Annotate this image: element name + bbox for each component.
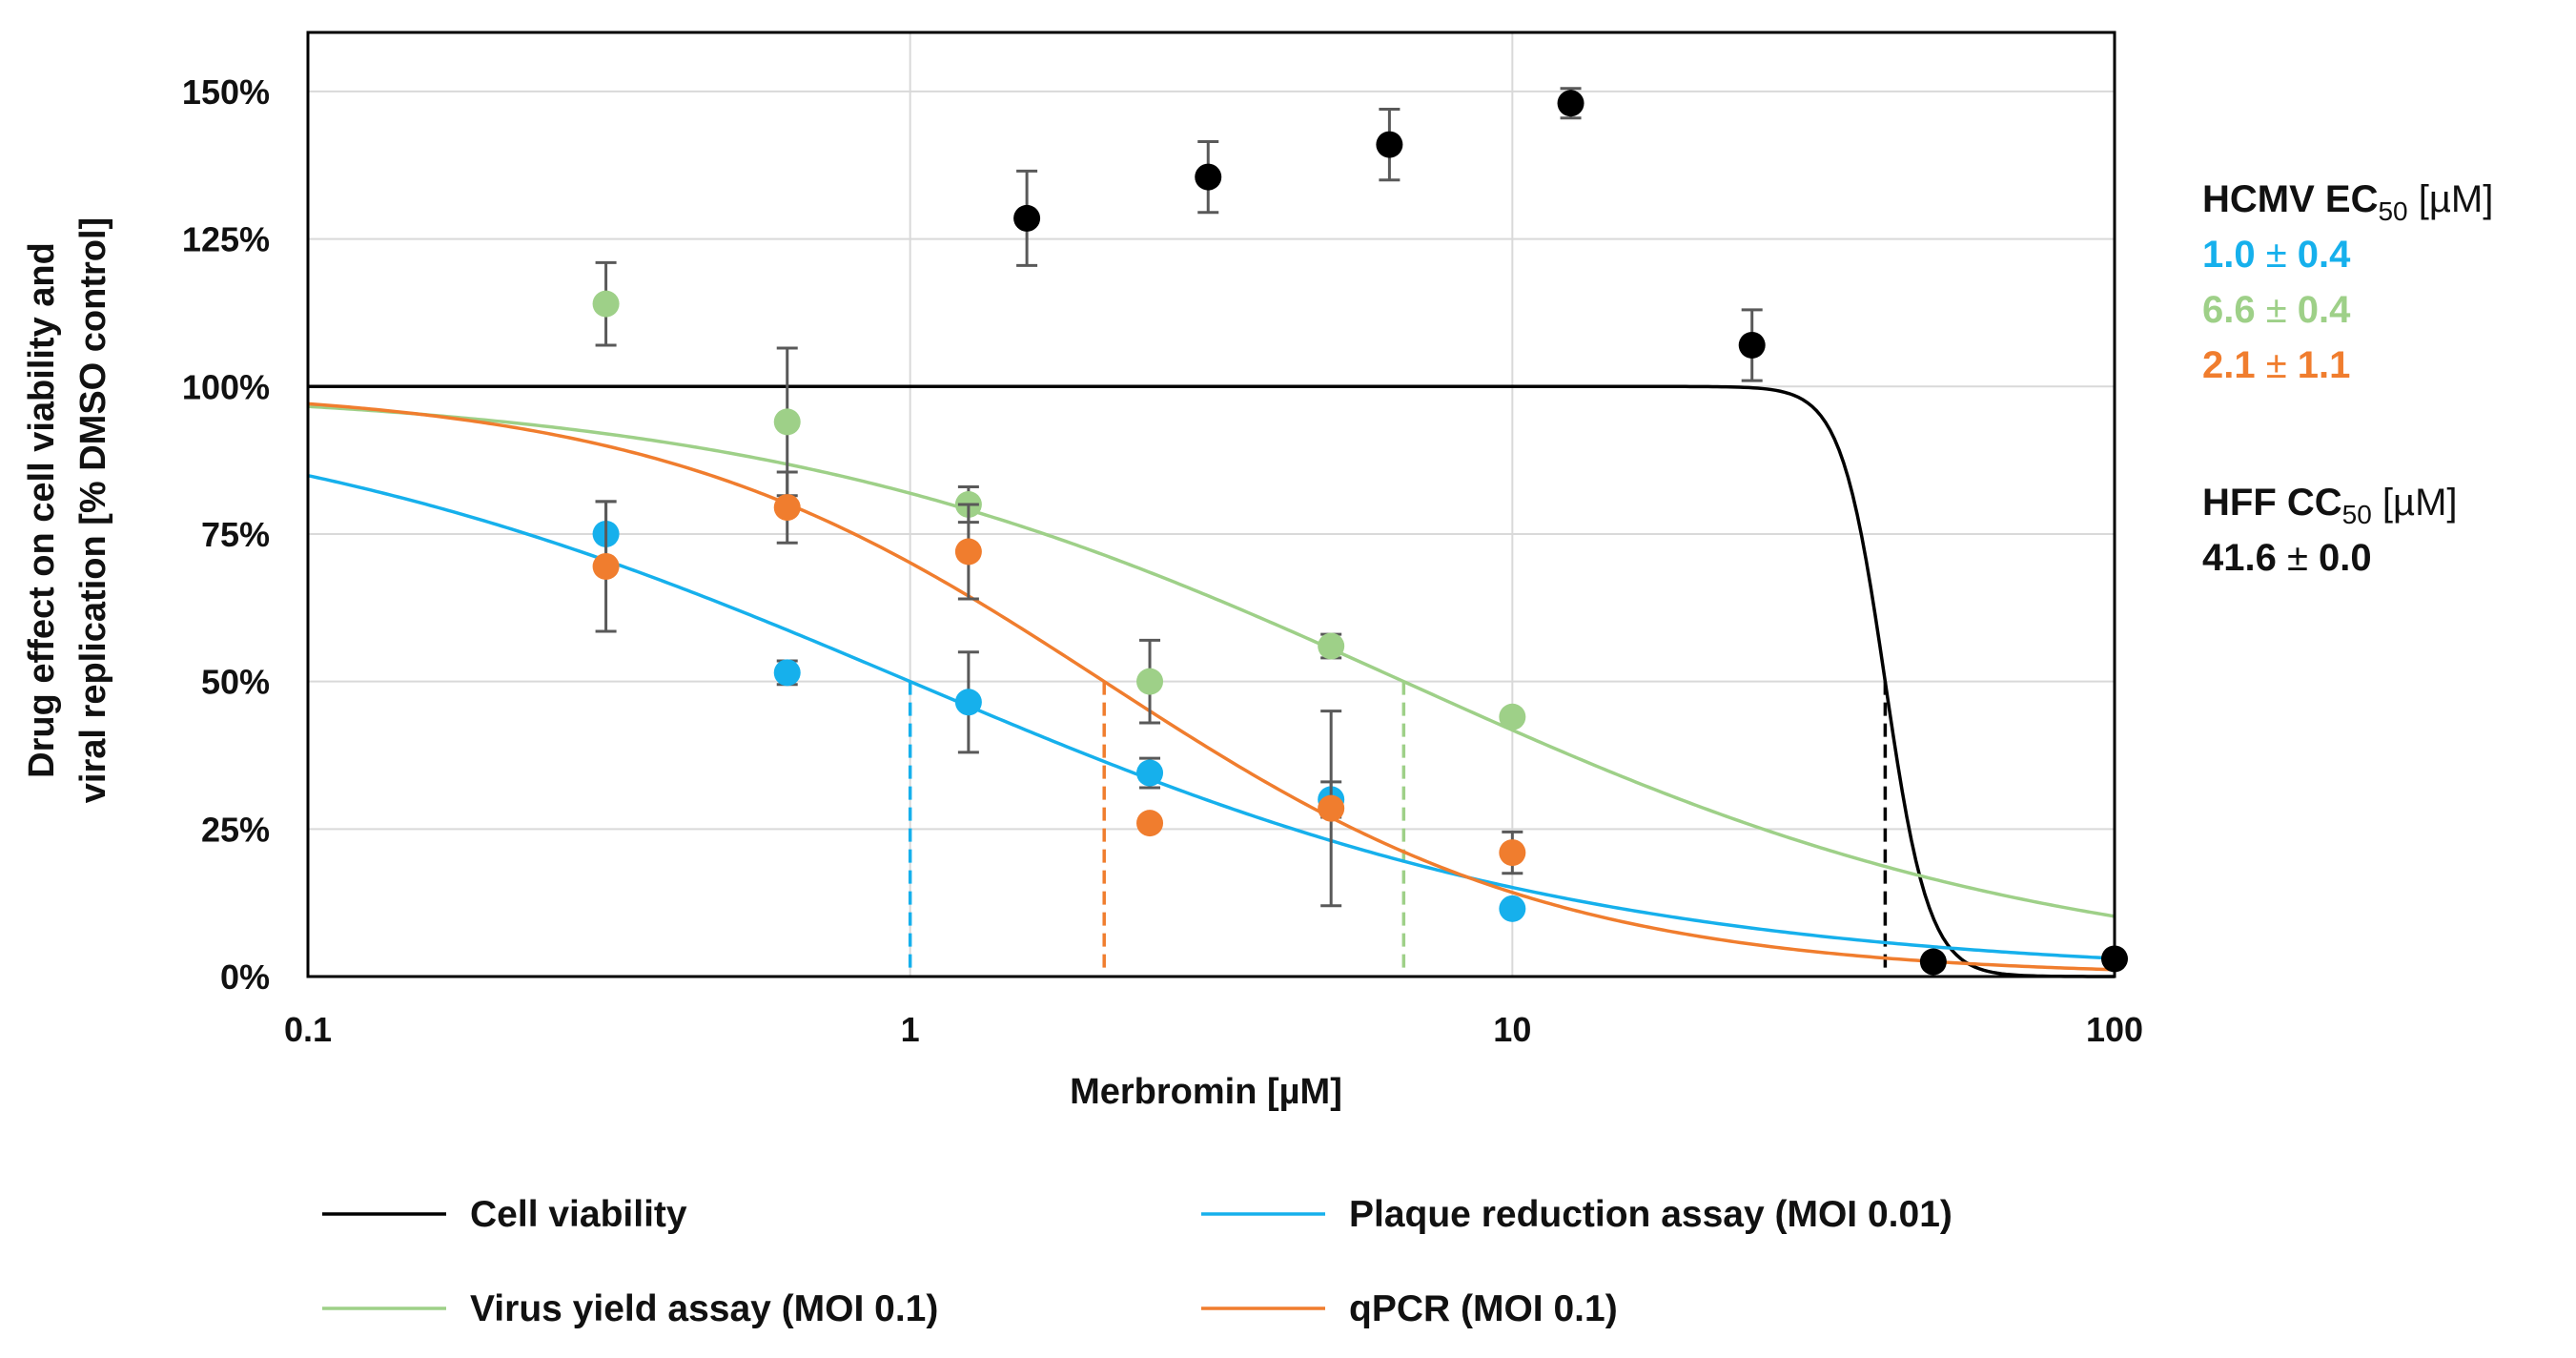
data-point	[1499, 703, 1526, 730]
ec50-value: 2.1 ± 1.1	[2202, 344, 2350, 386]
data-point	[1738, 331, 1766, 359]
y-tick-label: 0%	[220, 957, 270, 997]
cc50-heading: HFF CC50 [µM]	[2202, 482, 2458, 529]
x-axis-label: Merbromin [µM]	[1070, 1072, 1342, 1112]
data-point	[1499, 839, 1526, 867]
ec50-values: 1.0 ± 0.4 6.6 ± 0.4 2.1 ± 1.1	[2202, 234, 2351, 386]
ec50-value: 1.0 ± 0.4	[2202, 234, 2351, 276]
data-point	[1318, 794, 1345, 822]
y-tick-label: 125%	[182, 220, 270, 259]
data-points	[592, 87, 2128, 976]
x-tick-label: 1	[901, 1010, 920, 1049]
fit-curve	[307, 473, 2116, 960]
cc50-value: 41.6 ± 0.0	[2202, 537, 2372, 579]
y-tick-labels: 0% 25% 50% 75% 100% 125% 150%	[182, 72, 270, 997]
data-point	[773, 494, 801, 522]
data-point	[1013, 204, 1041, 232]
annotation-panel: HCMV EC50 [µM] 1.0 ± 0.4 6.6 ± 0.4 2.1 ± 1…	[2202, 178, 2493, 579]
data-point	[1376, 131, 1403, 158]
y-tick-label: 75%	[201, 515, 270, 554]
data-point	[1136, 759, 1164, 787]
data-point	[1499, 895, 1526, 922]
legend-label: qPCR (MOI 0.1)	[1349, 1288, 1618, 1329]
y-tick-label: 100%	[182, 367, 270, 406]
data-point	[1318, 632, 1345, 660]
data-point	[954, 538, 982, 566]
x-tick-labels: 0.1 1 10 100	[284, 1010, 2143, 1049]
ec50-marker-lines	[908, 681, 1888, 977]
legend-label: Plaque reduction assay (MOI 0.01)	[1349, 1194, 1952, 1235]
data-point	[1557, 90, 1584, 117]
x-tick-label: 0.1	[284, 1010, 332, 1049]
y-tick-label: 150%	[182, 72, 270, 112]
data-point	[773, 408, 801, 436]
data-point	[1919, 948, 1947, 976]
x-tick-label: 10	[1493, 1010, 1531, 1049]
plot-frame	[306, 31, 2116, 978]
data-point	[592, 552, 620, 580]
y-axis-label-line1: Drug effect on cell viability and	[22, 242, 62, 778]
y-tick-label: 50%	[201, 663, 270, 702]
fit-curve	[307, 404, 2116, 918]
fit-curve	[308, 384, 2115, 978]
x-tick-label: 100	[2086, 1010, 2143, 1049]
legend-label: Cell viability	[470, 1194, 687, 1235]
data-point	[1136, 810, 1164, 837]
ec50-heading: HCMV EC50 [µM]	[2202, 178, 2493, 226]
data-point	[954, 689, 982, 716]
fit-curve	[307, 401, 2116, 972]
data-point	[773, 659, 801, 687]
y-tick-label: 25%	[201, 810, 270, 849]
y-axis-label-line2: viral replication [% DMSO control]	[73, 217, 113, 803]
ec50-value: 6.6 ± 0.4	[2202, 289, 2351, 331]
data-point	[1136, 668, 1164, 695]
data-point	[1195, 163, 1222, 191]
data-point	[592, 290, 620, 318]
legend: Cell viability Plaque reduction assay (MO…	[322, 1194, 1952, 1329]
legend-label: Virus yield assay (MOI 0.1)	[470, 1288, 938, 1329]
